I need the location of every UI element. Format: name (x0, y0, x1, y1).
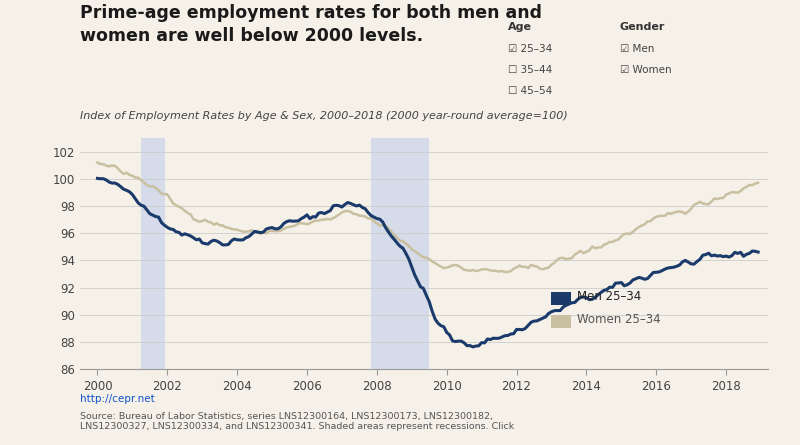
Text: Source: Bureau of Labor Statistics, series LNS12300164, LNS12300173, LNS12300182: Source: Bureau of Labor Statistics, seri… (80, 412, 514, 431)
Text: Women 25–34: Women 25–34 (577, 313, 660, 326)
Bar (551, 292, 570, 304)
Text: Gender: Gender (620, 22, 666, 32)
Text: Index of Employment Rates by Age & Sex, 2000–2018 (2000 year-round average=100): Index of Employment Rates by Age & Sex, … (80, 111, 568, 121)
Text: ☑ 25–34: ☑ 25–34 (508, 44, 552, 53)
Text: ☑ Women: ☑ Women (620, 65, 672, 75)
Text: ☐ 45–54: ☐ 45–54 (508, 86, 552, 96)
Bar (551, 315, 570, 328)
Text: http://cepr.net: http://cepr.net (80, 394, 154, 404)
Text: Prime-age employment rates for both men and
women are well below 2000 levels.: Prime-age employment rates for both men … (80, 4, 542, 45)
Text: ☑ Men: ☑ Men (620, 44, 654, 53)
Bar (371, 138, 430, 369)
Text: Age: Age (508, 22, 532, 32)
Text: ☐ 35–44: ☐ 35–44 (508, 65, 552, 75)
Text: Men 25–34: Men 25–34 (577, 290, 641, 303)
Bar (141, 138, 165, 369)
